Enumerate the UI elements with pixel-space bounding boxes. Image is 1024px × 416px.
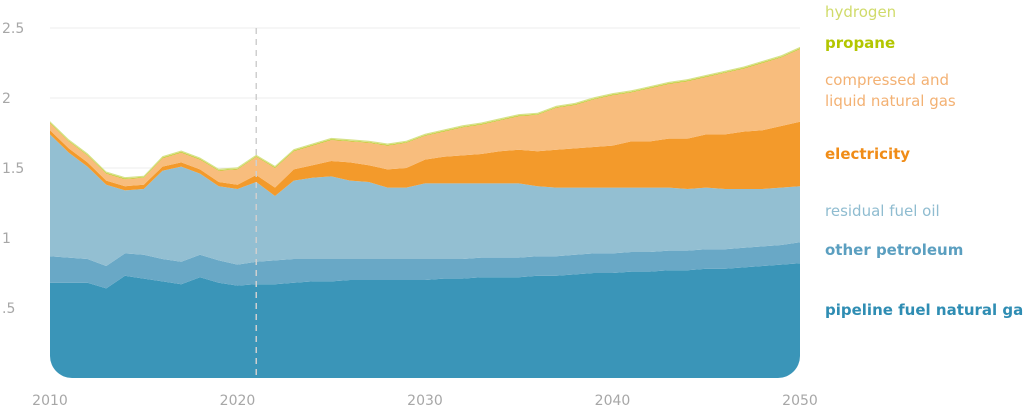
area-pipeline-fuel-natural-gas xyxy=(50,263,800,378)
area-series xyxy=(50,46,800,378)
x-tick-label: 2040 xyxy=(595,393,631,409)
x-tick-label: 2030 xyxy=(407,393,443,409)
x-axis-tick-labels: 2010 2020 2030 2040 2050 xyxy=(32,393,818,409)
x-tick-label: 2020 xyxy=(220,393,256,409)
x-tick-label: 2010 xyxy=(32,393,68,409)
legend-item-electricity: electricity xyxy=(825,145,911,163)
y-tick-label: .5 xyxy=(2,301,15,317)
y-axis-tick-labels: .5 1 1.5 2 2.5 xyxy=(2,21,24,317)
legend-item-propane: propane xyxy=(825,34,896,52)
area-other-petroleum xyxy=(50,242,800,289)
y-tick-label: 1.5 xyxy=(2,161,24,177)
legend-item-line: liquid natural gas xyxy=(825,92,956,110)
x-tick-label: 2050 xyxy=(782,393,818,409)
y-tick-label: 2.5 xyxy=(2,21,24,37)
legend-item-compressed-and-liquid-natural-gas: compressed and liquid natural gas xyxy=(825,70,956,112)
y-tick-label: 1 xyxy=(2,231,11,247)
legend-item-pipeline-fuel-natural-gas: pipeline fuel natural gas xyxy=(825,301,1024,319)
area-electricity xyxy=(50,121,800,196)
legend-item-line: compressed and xyxy=(825,71,949,89)
area-compressed-and-liquid-natural-gas xyxy=(50,49,800,188)
legend-item-residual-fuel-oil: residual fuel oil xyxy=(825,202,940,220)
area-residual-fuel-oil xyxy=(50,134,800,266)
y-tick-label: 2 xyxy=(2,91,11,107)
legend-item-hydrogen: hydrogen xyxy=(825,3,897,21)
legend-item-other-petroleum: other petroleum xyxy=(825,241,964,259)
